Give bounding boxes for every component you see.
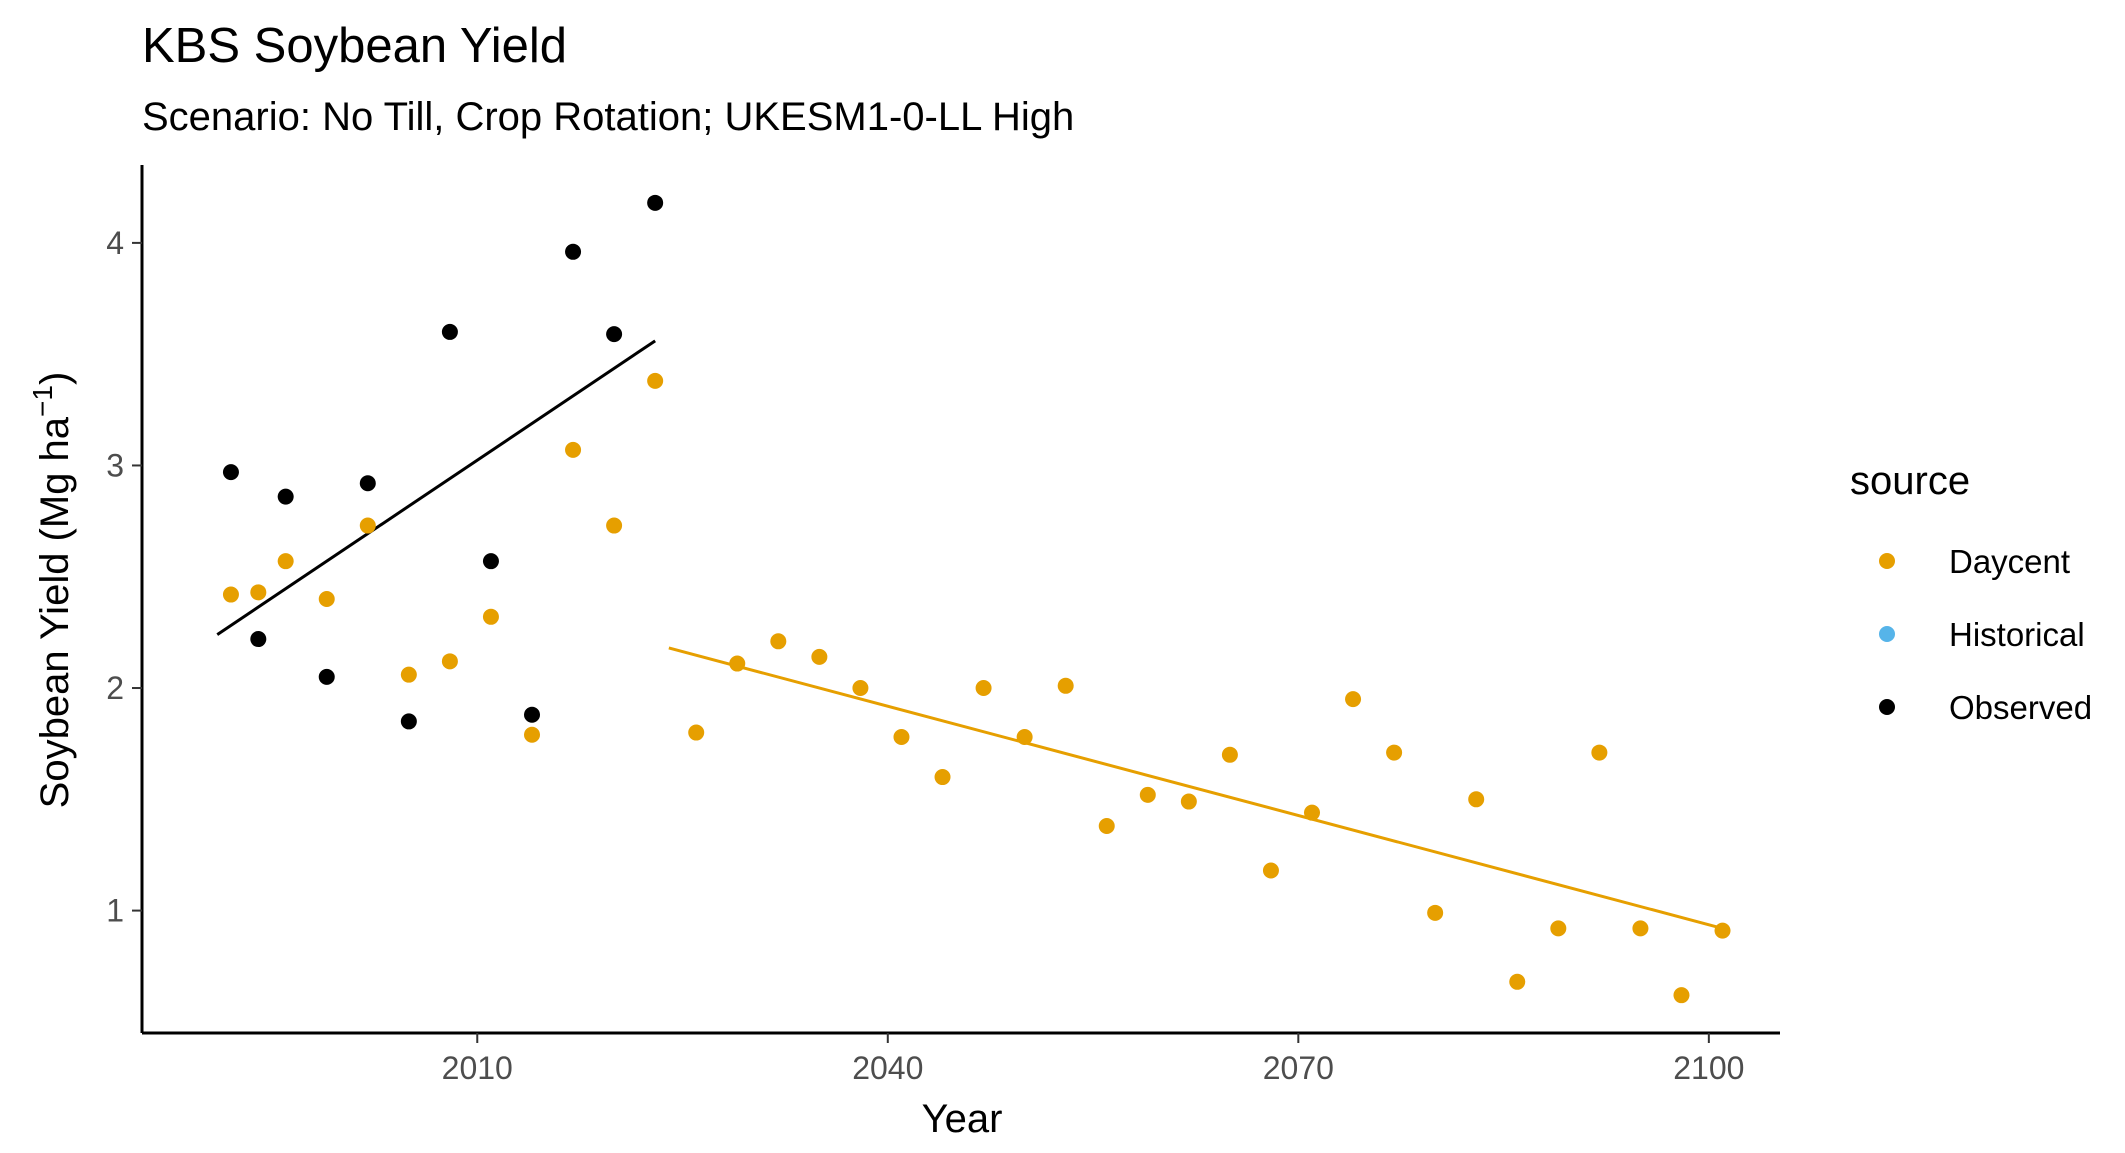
y-axis-title-main: Soybean Yield (Mg ha (33, 416, 77, 808)
point-daycent (222, 586, 239, 603)
point-daycent (1016, 728, 1033, 745)
x-tick-label: 2100 (1673, 1050, 1744, 1086)
x-axis-title: Year (922, 1097, 1003, 1141)
point-daycent (770, 633, 787, 650)
x-tick-label: 2010 (442, 1050, 513, 1086)
point-daycent (1386, 744, 1403, 761)
point-daycent (565, 441, 582, 458)
legend-title: source (1850, 459, 1970, 503)
point-daycent (1304, 804, 1320, 821)
point-daycent (1057, 677, 1074, 694)
point-daycent (482, 608, 499, 625)
point-observed (441, 323, 458, 340)
trend-line-daycent (668, 646, 1723, 930)
y-tick-label: 4 (106, 225, 124, 261)
point-daycent (1345, 691, 1362, 708)
legend-label-observed: Observed (1949, 689, 2092, 726)
trend-line-observed (216, 339, 656, 636)
point-observed (400, 713, 417, 730)
data-points (222, 194, 1731, 1004)
point-daycent (852, 680, 869, 697)
point-observed (524, 706, 540, 723)
point-daycent (647, 372, 664, 389)
point-daycent (1098, 818, 1115, 835)
point-daycent (250, 584, 267, 601)
legend-label-historical: Historical (1949, 616, 2085, 653)
point-daycent (1632, 920, 1649, 937)
chart-title: KBS Soybean Yield (142, 19, 567, 73)
point-observed (482, 553, 499, 570)
point-daycent (893, 728, 910, 745)
point-observed (606, 326, 623, 343)
point-daycent (1262, 862, 1279, 879)
point-observed (565, 243, 582, 260)
point-daycent (811, 648, 828, 665)
x-tick-label: 2040 (852, 1050, 923, 1086)
point-observed (647, 194, 664, 211)
legend-key-observed (1879, 699, 1895, 715)
point-daycent (400, 666, 417, 683)
point-daycent (606, 517, 623, 534)
point-daycent (1714, 922, 1731, 939)
point-daycent (1221, 746, 1238, 763)
trend-lines (216, 339, 1723, 930)
point-daycent (1139, 786, 1156, 803)
legend-entries: Daycent Historical Observed (1879, 543, 2092, 726)
legend-key-historical (1879, 626, 1895, 642)
legend: source Daycent Historical Observed (1850, 459, 2092, 726)
point-daycent (1427, 904, 1444, 921)
chart-subtitle: Scenario: No Till, Crop Rotation; UKESM1… (142, 95, 1074, 139)
point-daycent (729, 655, 746, 672)
y-axis-ticks: 1 2 3 4 (106, 225, 142, 929)
point-daycent (1468, 791, 1485, 808)
point-daycent (318, 591, 335, 607)
point-daycent (1550, 920, 1567, 937)
point-daycent (441, 653, 458, 670)
x-axis-ticks: 2010 2040 2070 2100 (442, 1033, 1744, 1086)
point-observed (250, 631, 267, 648)
x-tick-label: 2070 (1263, 1050, 1334, 1086)
legend-key-daycent (1879, 553, 1895, 569)
point-daycent (1673, 987, 1690, 1004)
point-daycent (277, 553, 294, 570)
y-axis-title-close: ) (33, 372, 77, 385)
point-daycent (975, 680, 992, 697)
point-daycent (1180, 793, 1197, 810)
plot-area (216, 194, 1731, 1004)
y-tick-label: 3 (106, 447, 124, 483)
point-daycent (359, 517, 376, 534)
point-observed (277, 488, 294, 505)
point-observed (222, 464, 239, 481)
point-observed (318, 668, 335, 685)
y-tick-label: 2 (106, 670, 124, 706)
legend-label-daycent: Daycent (1949, 543, 2070, 580)
point-daycent (1591, 744, 1608, 761)
y-axis-title-superscript: −1 (27, 385, 58, 417)
point-observed (359, 475, 376, 492)
point-daycent (1509, 973, 1526, 990)
y-axis-title: Soybean Yield (Mg ha−1) (27, 372, 77, 809)
point-daycent (688, 724, 705, 741)
y-tick-label: 1 (106, 893, 124, 929)
point-daycent (524, 726, 540, 743)
point-daycent (934, 769, 951, 786)
